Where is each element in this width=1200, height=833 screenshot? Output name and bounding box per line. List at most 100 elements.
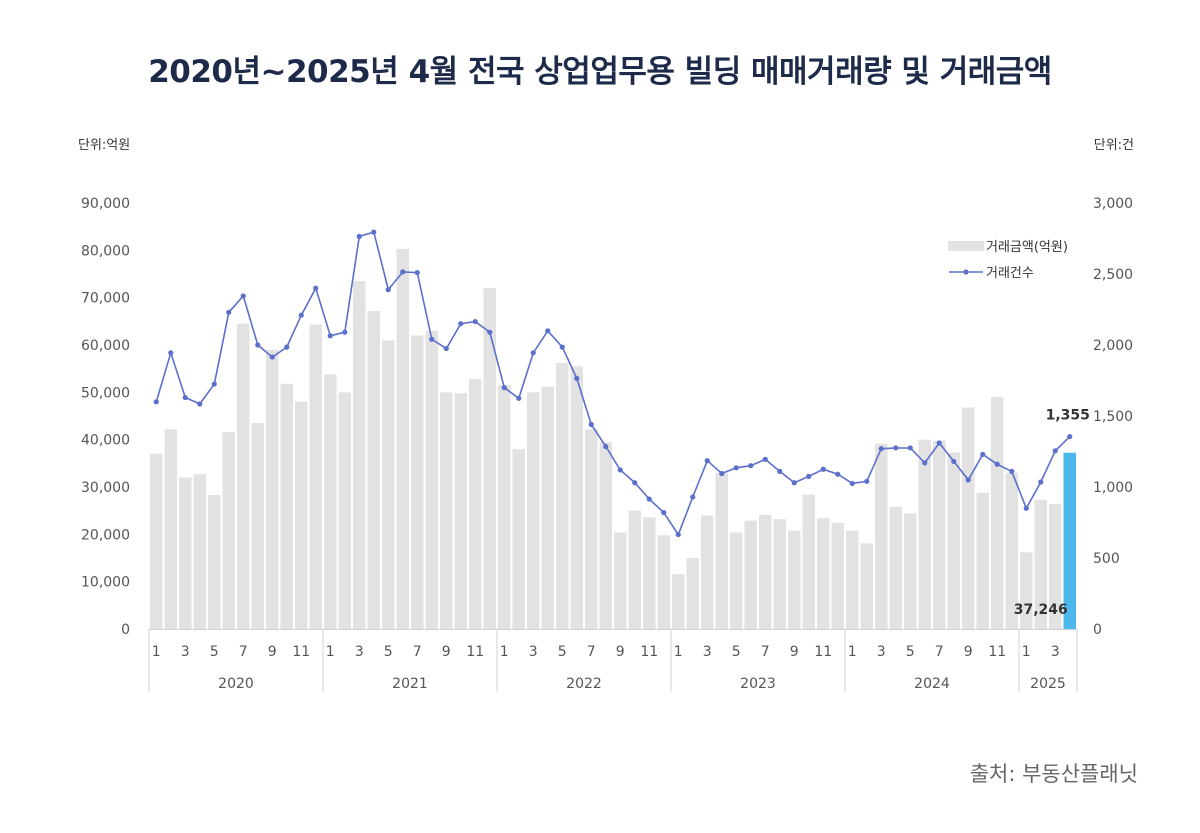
x-tick-label: 7	[761, 644, 770, 660]
right-axis-tick-label: 500	[1093, 551, 1120, 567]
count-point	[980, 451, 986, 457]
count-point	[603, 443, 609, 450]
count-point	[820, 466, 826, 472]
bar	[628, 510, 641, 629]
count-point	[791, 480, 797, 486]
count-point	[719, 470, 725, 477]
count-point	[371, 229, 377, 235]
x-tick-label: 5	[732, 644, 741, 660]
count-point	[356, 233, 362, 239]
bar	[918, 439, 931, 629]
x-tick-label: 9	[616, 644, 625, 660]
bar	[1005, 472, 1018, 629]
x-tick-label: 1	[326, 644, 335, 660]
bar	[831, 522, 844, 629]
bar	[469, 379, 482, 629]
count-point	[516, 395, 522, 401]
legend-item-count: 거래건수	[948, 262, 1034, 281]
x-tick-label: 7	[935, 644, 944, 660]
x-tick-label: 3	[877, 644, 886, 660]
bar	[643, 517, 656, 629]
x-tick-label: 1	[152, 644, 161, 660]
bar	[512, 449, 525, 629]
count-point	[661, 509, 667, 516]
x-tick-label: 3	[355, 644, 364, 660]
x-tick-label: 11	[466, 644, 484, 660]
x-tick-label: 5	[384, 644, 393, 660]
bar	[657, 535, 670, 629]
bar	[411, 335, 424, 629]
bar	[875, 443, 888, 629]
count-point	[646, 496, 652, 502]
bar	[338, 392, 351, 629]
count-point	[704, 458, 710, 464]
count-point	[951, 458, 957, 465]
annotation-count: 1,355	[1046, 408, 1090, 424]
bar	[846, 530, 859, 629]
count-point	[777, 468, 783, 474]
bar	[991, 397, 1004, 629]
bar	[382, 340, 395, 629]
count-point	[414, 269, 420, 276]
bar	[1049, 504, 1062, 629]
bar	[947, 452, 960, 629]
bar	[193, 474, 206, 629]
bar	[280, 383, 293, 629]
bar	[150, 453, 163, 629]
count-point	[574, 375, 580, 381]
bar	[295, 401, 308, 629]
source-text: 출처: 부동산플래닛	[969, 762, 1138, 786]
count-point	[733, 465, 739, 471]
bar	[164, 429, 177, 629]
count-point	[298, 312, 304, 318]
count-point	[168, 350, 174, 356]
count-point	[762, 456, 768, 462]
count-point	[632, 480, 638, 486]
count-point	[269, 354, 275, 360]
count-point	[1038, 479, 1044, 485]
count-point	[936, 440, 942, 446]
bar	[1034, 499, 1047, 629]
count-point	[487, 329, 493, 335]
year-label: 2021	[392, 676, 428, 692]
bar	[672, 574, 685, 629]
count-point	[675, 531, 681, 538]
legend-swatch-bar	[948, 240, 984, 251]
x-tick-label: 9	[268, 644, 277, 660]
count-point	[429, 336, 435, 342]
left-axis-tick-label: 60,000	[81, 338, 130, 354]
count-point	[748, 463, 754, 469]
count-line	[155, 231, 1071, 537]
bar	[788, 530, 801, 629]
count-point	[849, 480, 855, 487]
bar	[860, 543, 873, 629]
left-axis-unit: 단위:억원	[78, 138, 131, 153]
x-tick-label: 11	[988, 644, 1006, 660]
bar	[614, 532, 627, 629]
x-tick-label: 3	[529, 644, 538, 660]
bar	[208, 495, 221, 629]
count-point	[530, 350, 536, 356]
x-tick-label: 11	[814, 644, 832, 660]
right-axis-tick-label: 2,500	[1093, 267, 1133, 283]
count-point	[545, 328, 551, 334]
bar	[730, 532, 743, 629]
right-axis-tick-label: 2,000	[1093, 338, 1133, 354]
bar	[541, 386, 554, 629]
bar	[744, 520, 757, 629]
annotation-amount: 37,246	[1014, 602, 1068, 618]
x-tick-label: 1	[674, 644, 683, 660]
count-point	[907, 445, 913, 451]
bar	[585, 429, 598, 629]
bar	[440, 392, 453, 629]
x-tick-label: 1	[500, 644, 509, 660]
year-label: 2024	[914, 676, 950, 692]
count-point	[893, 445, 899, 451]
right-axis-tick-label: 3,000	[1093, 196, 1133, 212]
bar	[570, 366, 583, 629]
bar	[309, 324, 322, 629]
bar	[266, 349, 279, 629]
count-point	[327, 333, 333, 339]
bar	[222, 432, 235, 629]
